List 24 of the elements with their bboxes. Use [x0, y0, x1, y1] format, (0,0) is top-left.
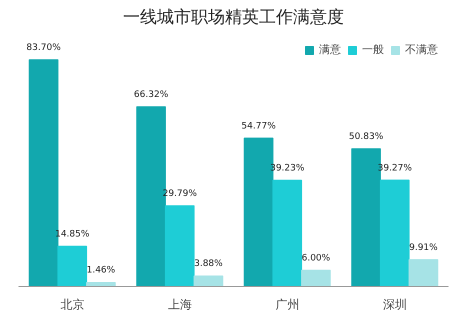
bar: [194, 275, 224, 286]
x-tick-label: 广州: [275, 298, 300, 312]
data-label: 83.70%: [26, 42, 62, 53]
data-label: 1.46%: [86, 266, 116, 276]
data-label: 66.32%: [134, 90, 169, 100]
data-label: 54.77%: [241, 121, 276, 132]
x-tick-label: 北京: [60, 298, 84, 312]
data-label: 50.83%: [348, 132, 384, 142]
x-tick-label: 上海: [168, 298, 192, 312]
legend-label: 一般: [362, 42, 384, 57]
bar: [380, 180, 410, 286]
chart-title: 一线城市职场精英工作满意度: [123, 8, 344, 28]
legend-label: 满意: [319, 42, 341, 57]
bar: [164, 205, 195, 286]
x-tick-label: 深圳: [382, 298, 407, 312]
data-label: 6.00%: [302, 253, 331, 264]
legend-label: 不满意: [405, 42, 438, 57]
data-label: 3.88%: [194, 259, 224, 270]
bar: [408, 259, 438, 286]
data-label: 9.91%: [409, 242, 438, 253]
bar: [272, 180, 302, 286]
bar: [86, 282, 116, 286]
bar: [301, 270, 331, 286]
bar: [57, 246, 88, 286]
